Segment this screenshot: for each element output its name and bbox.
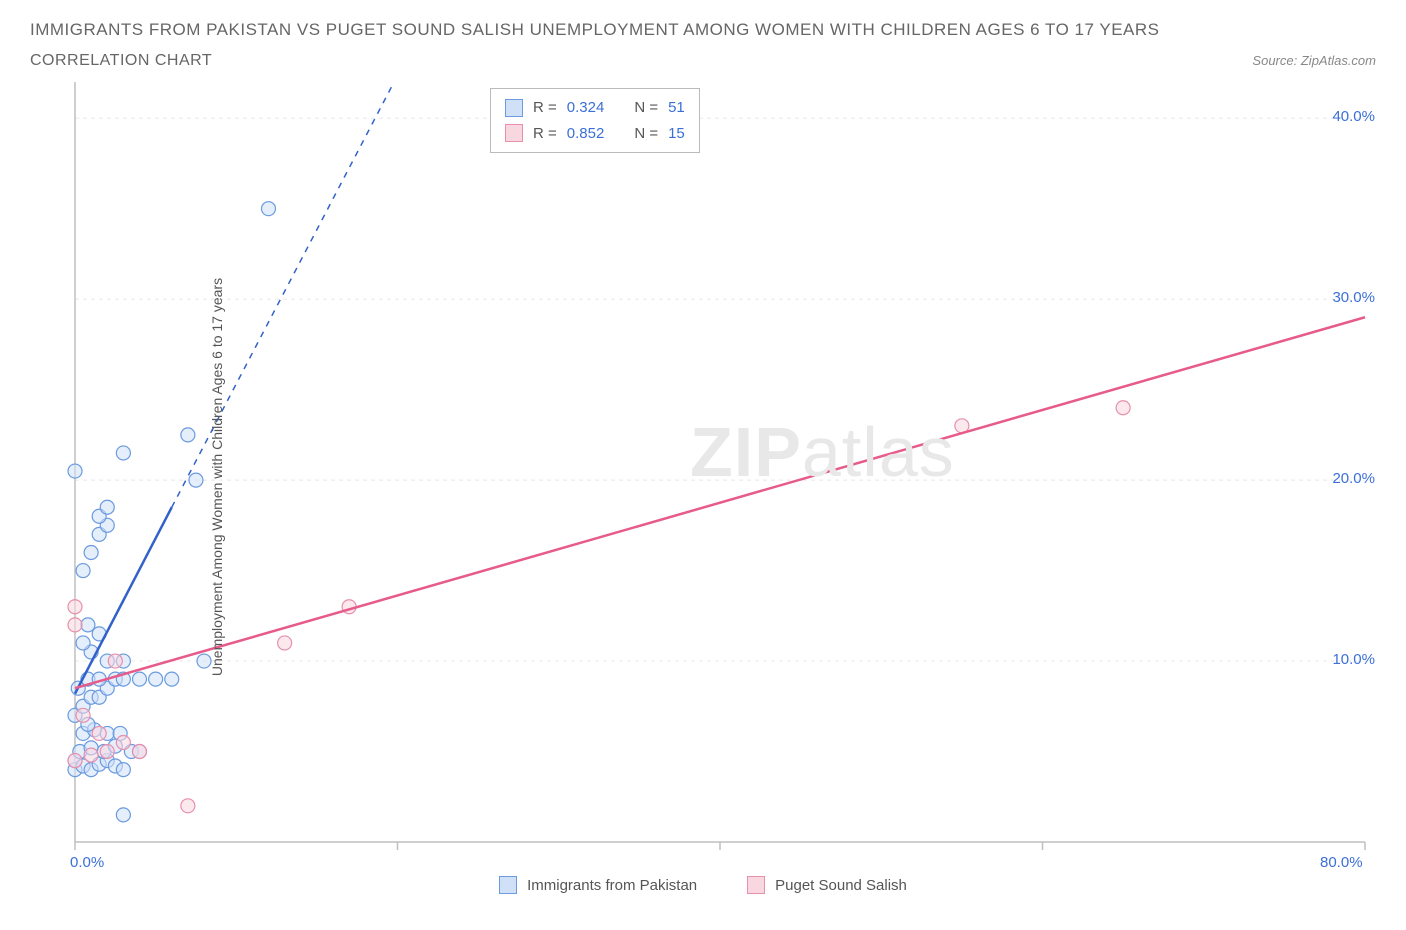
scatter-plot-svg — [30, 82, 1375, 872]
legend-item: Immigrants from Pakistan — [499, 876, 697, 894]
x-tick-label: 80.0% — [1320, 854, 1363, 871]
stats-legend: R = 0.324 N = 51 R = 0.852 N = 15 — [490, 88, 700, 153]
y-tick-label: 20.0% — [1315, 470, 1375, 487]
r-value: 0.852 — [567, 121, 605, 147]
n-label: N = — [634, 95, 658, 121]
subtitle-row: CORRELATION CHART Source: ZipAtlas.com — [30, 52, 1376, 70]
legend-item: Puget Sound Salish — [747, 876, 907, 894]
y-tick-label: 10.0% — [1315, 651, 1375, 668]
chart-subtitle: CORRELATION CHART — [30, 52, 212, 70]
r-label: R = — [533, 121, 557, 147]
y-axis-label: Unemployment Among Women with Children A… — [209, 278, 225, 676]
source-label: Source: — [1252, 53, 1297, 68]
y-tick-label: 40.0% — [1315, 108, 1375, 125]
legend-swatch — [747, 876, 765, 894]
r-label: R = — [533, 95, 557, 121]
legend-swatch — [505, 124, 523, 142]
legend-swatch — [499, 876, 517, 894]
n-value: 51 — [668, 95, 685, 121]
n-value: 15 — [668, 121, 685, 147]
source-name: ZipAtlas.com — [1301, 53, 1376, 68]
chart-title: IMMIGRANTS FROM PAKISTAN VS PUGET SOUND … — [30, 20, 1376, 40]
y-tick-label: 30.0% — [1315, 289, 1375, 306]
stats-legend-row: R = 0.852 N = 15 — [505, 121, 685, 147]
legend-label: Immigrants from Pakistan — [527, 877, 697, 894]
n-label: N = — [634, 121, 658, 147]
stats-legend-row: R = 0.324 N = 51 — [505, 95, 685, 121]
plot-area: Unemployment Among Women with Children A… — [30, 82, 1376, 872]
series-legend: Immigrants from Pakistan Puget Sound Sali… — [30, 876, 1376, 894]
source-attribution: Source: ZipAtlas.com — [1252, 53, 1376, 68]
legend-swatch — [505, 99, 523, 117]
r-value: 0.324 — [567, 95, 605, 121]
x-tick-label: 0.0% — [70, 854, 104, 871]
chart-container: IMMIGRANTS FROM PAKISTAN VS PUGET SOUND … — [30, 20, 1376, 910]
legend-label: Puget Sound Salish — [775, 877, 907, 894]
